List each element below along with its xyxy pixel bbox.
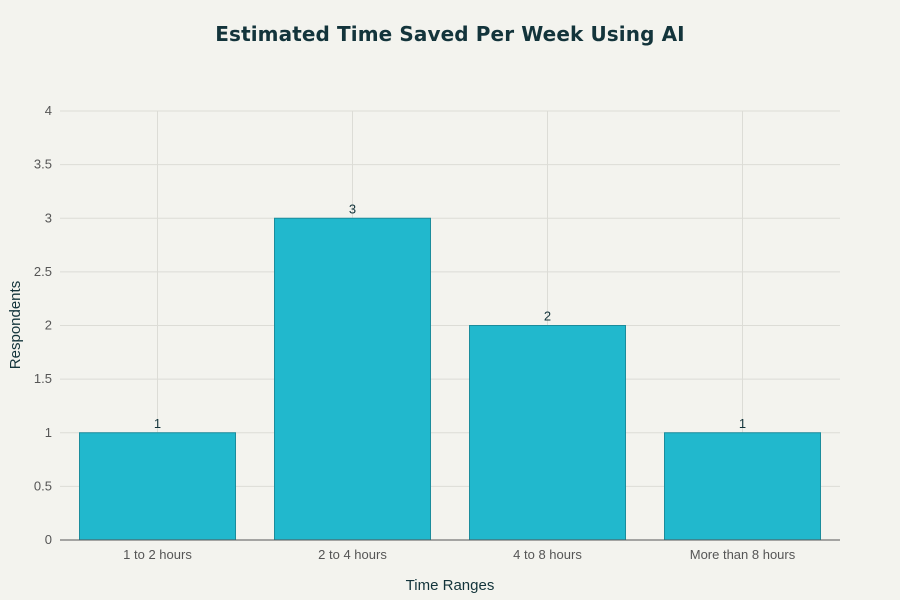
y-axis-title: Respondents	[7, 281, 24, 369]
y-tick-label: 1	[45, 425, 52, 440]
y-tick-label: 4	[45, 103, 52, 118]
bar-data-label: 1	[739, 416, 746, 431]
x-tick-label: 4 to 8 hours	[513, 547, 582, 562]
bar-data-label: 3	[349, 201, 356, 216]
bar	[664, 432, 821, 541]
y-tick-label: 0.5	[34, 478, 52, 493]
y-tick-label: 3.5	[34, 157, 52, 172]
bars-layer	[79, 217, 821, 541]
bar-data-label: 1	[154, 416, 161, 431]
bar	[469, 325, 626, 541]
y-tick-label: 2	[45, 318, 52, 333]
x-tick-label: 2 to 4 hours	[318, 547, 387, 562]
bar	[79, 432, 236, 541]
chart-title: Estimated Time Saved Per Week Using AI	[215, 22, 685, 46]
x-axis-title: Time Ranges	[406, 577, 495, 594]
x-tick-label: More than 8 hours	[690, 547, 796, 562]
bar	[274, 217, 431, 541]
y-tick-label: 1.5	[34, 371, 52, 386]
bar-data-label: 2	[544, 309, 551, 324]
y-tick-label: 0	[45, 532, 52, 547]
y-tick-label: 3	[45, 210, 52, 225]
y-tick-label: 2.5	[34, 264, 52, 279]
labels-layer: 0 0.5 1 1.5 2 2.5 3 3.5 4 1 1 to 2 hours 3 2 to 4 ho…	[34, 103, 796, 562]
x-tick-label: 1 to 2 hours	[123, 547, 192, 562]
